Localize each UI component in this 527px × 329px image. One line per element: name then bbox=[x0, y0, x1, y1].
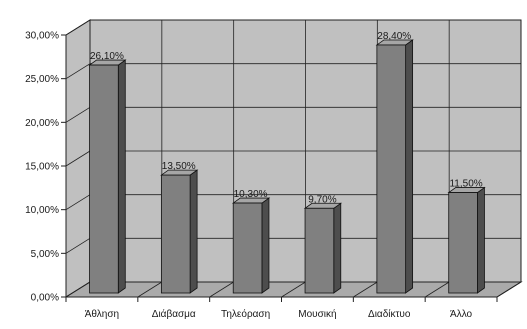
y-tick-label: 0,00% bbox=[31, 293, 59, 304]
data-label: 9,70% bbox=[308, 194, 336, 205]
floor-divider bbox=[137, 281, 163, 298]
data-label: 10,30% bbox=[234, 189, 268, 200]
bar-side bbox=[189, 169, 198, 294]
bar-side bbox=[261, 197, 270, 294]
bar-side bbox=[405, 39, 414, 294]
gridline-side bbox=[65, 150, 91, 167]
floor-divider bbox=[65, 281, 91, 298]
bar-5 bbox=[375, 39, 414, 294]
bar-4 bbox=[303, 202, 343, 294]
floor-divider bbox=[424, 281, 450, 298]
x-category-label: Άθληση bbox=[85, 309, 119, 320]
bar-front bbox=[448, 192, 478, 294]
bar-side bbox=[477, 186, 485, 294]
x-category-label: Διαδίκτυο bbox=[368, 308, 411, 320]
gridline-side bbox=[65, 106, 91, 123]
bar-front bbox=[232, 202, 263, 294]
gridline-side bbox=[65, 194, 91, 211]
data-label: 28,40% bbox=[377, 31, 411, 42]
floor-divider bbox=[353, 281, 378, 298]
bar-side bbox=[117, 59, 126, 294]
bar-2 bbox=[160, 169, 199, 294]
y-tick-label: 25,00% bbox=[25, 74, 59, 85]
x-category-label: Άλλο bbox=[450, 309, 473, 320]
floor-divider bbox=[496, 281, 522, 298]
bar-front bbox=[304, 207, 335, 294]
bar-3 bbox=[231, 197, 271, 294]
y-tick-label: 5,00% bbox=[31, 249, 59, 260]
x-category-label: Διάβασμα bbox=[152, 308, 196, 320]
x-category-label: Μουσική bbox=[298, 308, 336, 320]
y-tick-label: 30,00% bbox=[25, 31, 59, 42]
bar-side bbox=[333, 202, 342, 294]
data-label: 13,50% bbox=[162, 161, 196, 172]
data-label: 11,50% bbox=[449, 179, 482, 190]
gridline-side bbox=[65, 19, 91, 36]
bar-6 bbox=[447, 186, 486, 294]
bar-front bbox=[160, 174, 191, 294]
gridline-side bbox=[65, 63, 91, 80]
y-tick-label: 20,00% bbox=[25, 118, 59, 129]
gridline-side bbox=[65, 237, 91, 254]
bar-front bbox=[89, 64, 119, 294]
bar-1 bbox=[88, 59, 127, 294]
floor-divider bbox=[209, 281, 234, 298]
bar-front bbox=[376, 44, 407, 294]
x-category-label: Τηλεόραση bbox=[221, 308, 270, 320]
y-tick-label: 15,00% bbox=[25, 162, 59, 173]
floor-divider bbox=[281, 281, 306, 298]
data-label: 26,10% bbox=[90, 51, 124, 62]
y-tick-label: 10,00% bbox=[25, 205, 59, 216]
